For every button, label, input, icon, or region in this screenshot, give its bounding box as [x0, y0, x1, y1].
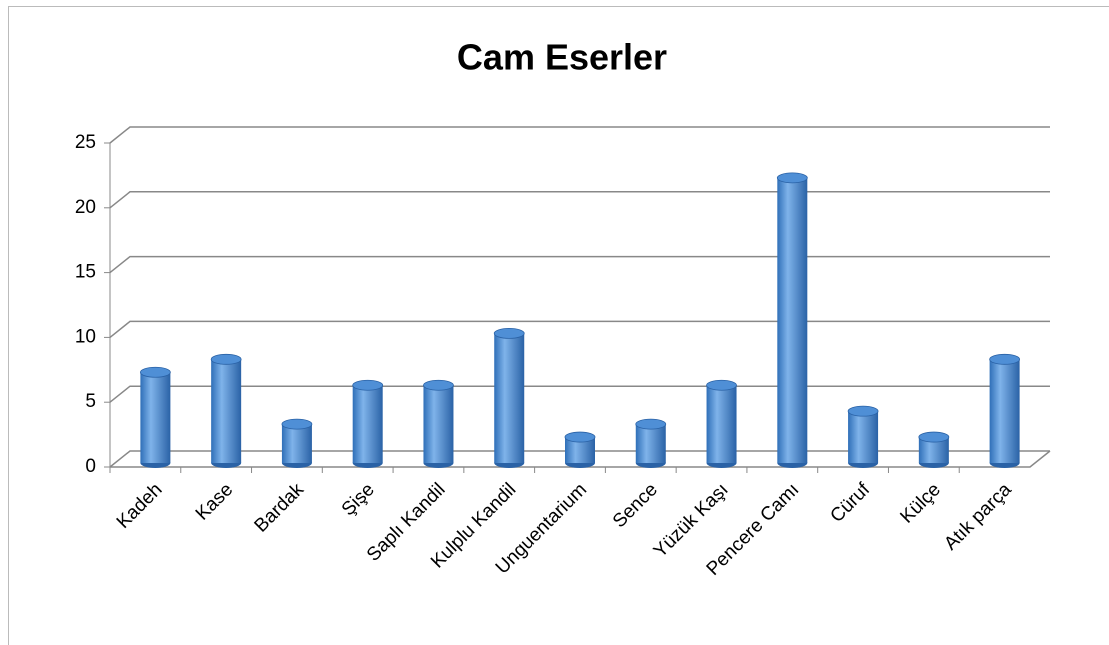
bar-top [352, 379, 384, 391]
bar [706, 385, 737, 463]
bar-group [706, 379, 737, 468]
x-tick-label: Cüruf [826, 479, 874, 527]
y-tick-label: 5 [85, 391, 96, 412]
x-tick-label: Kadeh [113, 479, 167, 533]
bar-group [139, 366, 171, 468]
x-tick-label: Atık parça [940, 479, 1016, 555]
bar-group [989, 353, 1021, 468]
bar [352, 385, 383, 463]
bar [848, 411, 879, 463]
floor-edge [110, 450, 1051, 468]
grid-line [109, 191, 1050, 209]
bar [211, 359, 242, 463]
y-tick-label: 0 [85, 456, 96, 477]
bar-group [776, 172, 808, 468]
bar-top [423, 379, 454, 391]
y-tick-label: 25 [75, 132, 96, 153]
bar-top [989, 353, 1021, 365]
bar-top [776, 172, 808, 184]
x-tick-label: Sence [609, 479, 662, 532]
bar-group [493, 327, 525, 468]
bar [635, 424, 666, 463]
chart-border [8, 6, 1109, 645]
bar [777, 177, 808, 463]
bar-top [139, 366, 171, 378]
bar [494, 333, 525, 463]
bar-top [493, 327, 525, 339]
bar-group [423, 379, 454, 468]
grid-line [109, 126, 1050, 144]
grid-line [109, 255, 1050, 274]
bar-group [352, 379, 384, 468]
y-tick-label: 15 [75, 262, 96, 283]
bar-group [281, 418, 313, 468]
x-tick-label: Bardak [251, 479, 309, 537]
bar-top [564, 431, 596, 443]
bar-top [918, 431, 950, 443]
bar-group [635, 418, 667, 468]
bar-top [847, 405, 879, 417]
x-tick-label: Kase [192, 479, 237, 524]
y-tick-label: 10 [75, 326, 96, 347]
x-tick-label: Külçe [896, 479, 944, 527]
bar [989, 359, 1020, 463]
bar [281, 424, 312, 463]
bar-group [210, 353, 242, 468]
grid-line [109, 385, 1050, 403]
bar [423, 385, 454, 463]
bar-top [281, 418, 313, 430]
bar-group [918, 431, 950, 468]
x-tick-label: Şişe [338, 479, 379, 520]
y-tick-label: 20 [75, 197, 96, 218]
bar-group [847, 405, 879, 468]
chart-title: Cam Eserler [457, 37, 667, 78]
bar-group [564, 431, 596, 468]
grid-line [109, 450, 1050, 468]
bar [140, 372, 171, 463]
bar-top [706, 379, 737, 391]
grid-line [109, 320, 1050, 338]
bar-top [635, 418, 667, 430]
bar-top [210, 353, 242, 365]
